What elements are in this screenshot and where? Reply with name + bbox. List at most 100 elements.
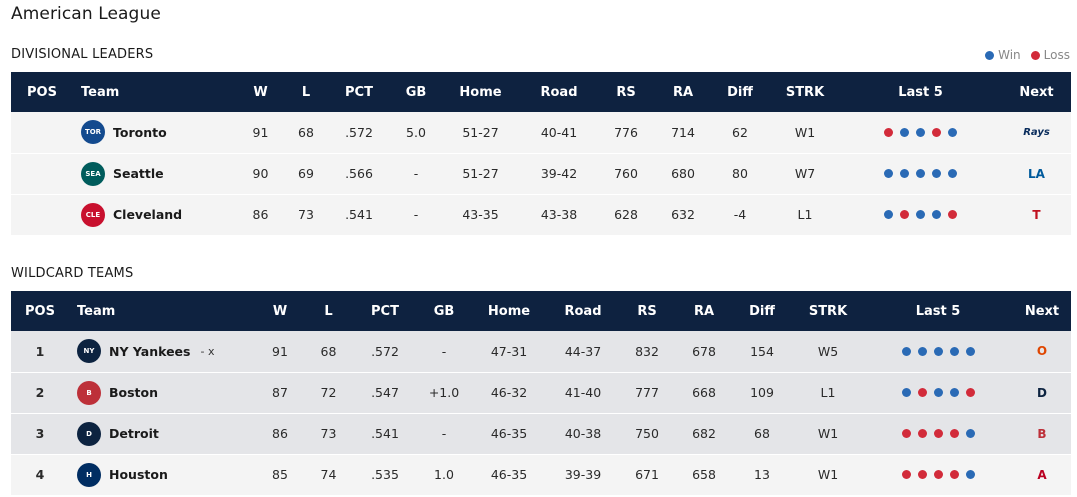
next-cell[interactable]: B: [1013, 413, 1071, 454]
home-cell: 46-32: [490, 385, 528, 400]
col-pct[interactable]: PCT: [345, 84, 373, 100]
strk-cell: W1: [817, 426, 839, 441]
team-link[interactable]: NY NY Yankees - x: [77, 339, 254, 364]
rays-logo-icon[interactable]: Rays: [1023, 126, 1050, 138]
rs-cell: 750: [635, 426, 659, 441]
col-pct[interactable]: PCT: [371, 303, 399, 319]
win-dot-icon: [949, 388, 959, 397]
road-cell: 43-38: [540, 207, 578, 222]
team-cell[interactable]: SEA Seattle: [73, 153, 233, 194]
col-home[interactable]: Home: [459, 84, 502, 100]
team-link[interactable]: H Houston: [77, 462, 254, 487]
team-cell[interactable]: H Houston: [69, 454, 254, 495]
team-cell[interactable]: NY NY Yankees - x: [69, 331, 254, 372]
gb-cell: 1.0: [434, 467, 454, 482]
home-cell: 51-27: [462, 124, 499, 140]
w-cell: 87: [272, 385, 288, 400]
red-sox-logo-icon[interactable]: B: [1037, 426, 1047, 441]
col-l[interactable]: L: [301, 84, 311, 100]
pct-cell: .566: [345, 166, 373, 181]
team-cell[interactable]: TOR Toronto: [73, 112, 233, 153]
team-link[interactable]: SEA Seattle: [81, 161, 233, 186]
angels-logo-icon[interactable]: A: [1037, 467, 1047, 482]
win-dot-icon: [965, 470, 975, 479]
dodgers-logo-icon[interactable]: LA: [1028, 166, 1045, 181]
team-name[interactable]: Seattle: [113, 166, 164, 181]
last5-cell: [839, 194, 1002, 235]
divisional-leaders-table: POS Team W L PCT GB Home Road RS RA Diff…: [11, 72, 1071, 236]
team-name[interactable]: Detroit: [109, 426, 159, 441]
col-pos[interactable]: POS: [25, 303, 55, 319]
win-dot-icon: [916, 210, 925, 219]
team-link[interactable]: CLE Cleveland: [81, 202, 233, 227]
col-pos[interactable]: POS: [27, 84, 57, 100]
w-cell: 85: [272, 467, 288, 482]
col-strk[interactable]: STRK: [785, 84, 825, 100]
rs-cell: 777: [635, 385, 659, 400]
col-l[interactable]: L: [324, 303, 333, 319]
team-cell[interactable]: CLE Cleveland: [73, 194, 233, 235]
last5-dots: [901, 429, 975, 438]
loss-dot-icon: [901, 429, 911, 438]
position-cell: 3: [35, 426, 45, 441]
col-team[interactable]: Team: [77, 303, 116, 319]
team-link[interactable]: TOR Toronto: [81, 120, 233, 145]
pct-cell: .535: [371, 467, 399, 482]
tigers-logo-icon[interactable]: D: [1037, 385, 1047, 400]
team-name[interactable]: Toronto: [113, 124, 167, 140]
win-dot-icon: [916, 169, 925, 178]
col-gb[interactable]: GB: [405, 84, 427, 100]
team-cell[interactable]: D Detroit: [69, 413, 254, 454]
win-dot-icon: [985, 50, 995, 60]
col-gb[interactable]: GB: [433, 303, 455, 319]
rangers-logo-icon[interactable]: T: [1032, 207, 1041, 222]
next-cell[interactable]: O: [1013, 331, 1071, 372]
col-rs[interactable]: RS: [616, 84, 636, 100]
col-ra[interactable]: RA: [693, 303, 715, 319]
position-cell: 2: [35, 385, 45, 400]
table-row[interactable]: CLE Cleveland 86 73 .541 - 43-35 43-38 628 632 -4 L…: [11, 194, 1071, 235]
team-name[interactable]: Houston: [109, 467, 168, 482]
red-sox-logo-icon: B: [77, 380, 101, 405]
next-cell[interactable]: A: [1013, 454, 1071, 495]
table-row[interactable]: 1 NY NY Yankees - x 91 68 .572 - 47-31 44-37 832 67…: [11, 331, 1071, 372]
tigers-logo-icon: D: [77, 421, 101, 446]
next-cell[interactable]: Rays: [1002, 112, 1071, 153]
next-cell[interactable]: T: [1002, 194, 1071, 235]
col-ra[interactable]: RA: [672, 84, 694, 100]
gb-cell: -: [441, 343, 447, 359]
astros-logo-icon: H: [77, 462, 101, 487]
last5-dots: [901, 388, 975, 397]
col-diff[interactable]: Diff: [749, 303, 775, 319]
col-diff[interactable]: Diff: [727, 84, 753, 100]
home-cell: 43-35: [462, 207, 499, 222]
diff-cell: 109: [750, 385, 774, 400]
next-cell[interactable]: LA: [1002, 153, 1071, 194]
col-strk[interactable]: STRK: [808, 303, 848, 319]
table-row[interactable]: 4 H Houston 85 74 .535 1.0 46-35 39-39 671 658 13 W1…: [11, 454, 1071, 495]
col-home[interactable]: Home: [487, 303, 531, 319]
loss-dot-icon: [1030, 50, 1040, 60]
col-road[interactable]: Road: [540, 84, 578, 100]
win-dot-icon: [965, 429, 975, 438]
team-name[interactable]: Boston: [109, 385, 159, 400]
col-rs[interactable]: RS: [637, 303, 657, 319]
col-road[interactable]: Road: [564, 303, 602, 319]
table-row[interactable]: 3 D Detroit 86 73 .541 - 46-35 40-38 750 682 68 W1 B: [11, 413, 1071, 454]
win-dot-icon: [916, 127, 925, 137]
team-cell[interactable]: B Boston: [69, 372, 254, 413]
team-name[interactable]: NY Yankees: [109, 343, 191, 359]
table-row[interactable]: 2 B Boston 87 72 .547 +1.0 46-32 41-40 777 668 109 L…: [11, 372, 1071, 413]
strk-cell: W7: [794, 166, 816, 181]
col-w[interactable]: W: [253, 84, 268, 100]
team-link[interactable]: D Detroit: [77, 421, 254, 446]
table-row[interactable]: TOR Toronto 91 68 .572 5.0 51-27 40-41 776 714 62 W…: [11, 112, 1071, 153]
orioles-logo-icon[interactable]: O: [1036, 344, 1048, 359]
next-cell[interactable]: D: [1013, 372, 1071, 413]
table-row[interactable]: SEA Seattle 90 69 .566 - 51-27 39-42 760 680 80 W7 L…: [11, 153, 1071, 194]
team-link[interactable]: B Boston: [77, 380, 254, 405]
wildcard-teams-table: POS Team W L PCT GB Home Road RS RA Diff…: [11, 291, 1071, 496]
team-name[interactable]: Cleveland: [113, 207, 183, 222]
col-team[interactable]: Team: [81, 84, 120, 100]
col-w[interactable]: W: [272, 303, 288, 319]
